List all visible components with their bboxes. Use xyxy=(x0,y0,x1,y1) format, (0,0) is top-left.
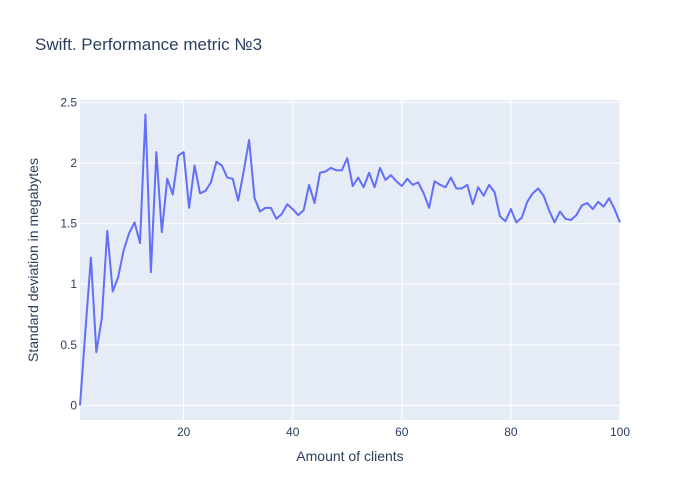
x-tick-label: 60 xyxy=(395,425,409,439)
plot-area xyxy=(80,100,620,420)
y-tick-label: 2 xyxy=(70,156,77,170)
x-tick-labels: 20 40 60 80 100 xyxy=(177,425,630,439)
x-tick-label: 20 xyxy=(177,425,191,439)
series-layer xyxy=(79,113,621,406)
y-tick-labels: 0 0.5 1 1.5 2 2.5 xyxy=(60,95,77,412)
x-tick-label: 80 xyxy=(504,425,518,439)
y-gridlines xyxy=(80,101,620,406)
chart-title: Swift. Performance metric №3 xyxy=(35,35,262,54)
x-tick-label: 40 xyxy=(286,425,300,439)
y-tick-label: 0.5 xyxy=(60,338,77,352)
x-tick-label: 100 xyxy=(610,425,630,439)
y-axis-label: Standard deviation in megabytes xyxy=(25,158,41,362)
x-axis-label: Amount of clients xyxy=(296,448,403,464)
y-tick-label: 0 xyxy=(70,398,77,412)
x-gridlines xyxy=(183,100,621,420)
y-tick-label: 2.5 xyxy=(60,95,77,109)
y-tick-label: 1 xyxy=(70,277,77,291)
series-line xyxy=(79,113,621,406)
y-tick-label: 1.5 xyxy=(60,217,77,231)
